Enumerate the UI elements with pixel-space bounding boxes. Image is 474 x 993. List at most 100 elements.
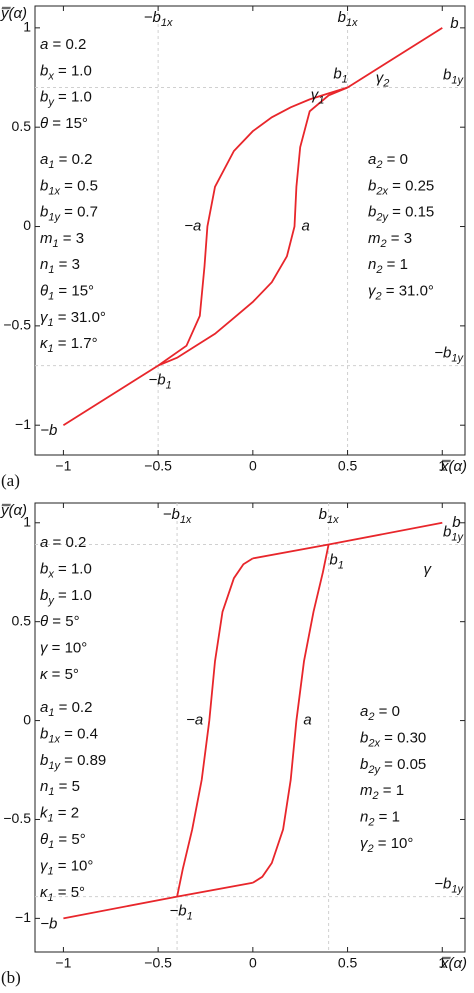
label-base: γ xyxy=(360,835,369,852)
parameter: n2 = 1 xyxy=(360,809,400,829)
point-label: b1 xyxy=(333,65,347,85)
hysteresis-curve xyxy=(347,27,443,89)
parameter: κ1 = 5° xyxy=(40,884,85,904)
label-base: a xyxy=(302,217,310,234)
parameter: θ1 = 15° xyxy=(40,282,94,302)
label-base: −b xyxy=(163,506,180,523)
label-base: a xyxy=(40,36,48,53)
parameter: n2 = 1 xyxy=(368,256,408,276)
label-rest: = 0.7 xyxy=(60,204,98,221)
label-subscript: 1x xyxy=(48,185,60,197)
parameter: κ1 = 1.7° xyxy=(40,335,98,355)
parameter: a = 0.2 xyxy=(40,534,86,551)
label-subscript: 1y xyxy=(48,212,61,224)
label-base: κ xyxy=(40,666,49,683)
label-base: n xyxy=(40,256,48,273)
label-base: b xyxy=(360,756,368,773)
label-base: θ xyxy=(40,613,48,630)
parameter: γ = 10° xyxy=(40,640,87,657)
y-axis-label: y̿(α) xyxy=(0,5,27,22)
label-base: −a xyxy=(186,712,203,729)
label-base: −b xyxy=(144,9,161,26)
label-base: b xyxy=(360,729,368,746)
label-subscript: 2 xyxy=(382,77,389,89)
y-tick-label: 1 xyxy=(23,513,31,529)
parameter: b1y = 0.89 xyxy=(40,752,106,772)
label-rest: = 5 xyxy=(54,778,79,795)
hysteresis-curve xyxy=(176,557,254,897)
label-subscript: 2 xyxy=(380,238,387,250)
label-subscript: x xyxy=(47,70,54,82)
label-subscript: 1x xyxy=(180,514,192,526)
point-label: γ xyxy=(424,561,433,578)
y-tick-label: −0.5 xyxy=(3,810,31,826)
label-subscript: 1y xyxy=(48,760,61,772)
parameter: θ = 5° xyxy=(40,613,80,630)
x-tick-label: 0.5 xyxy=(338,955,358,971)
x-tick-label: 1 xyxy=(438,458,446,474)
label-base: a xyxy=(303,712,311,729)
label-rest: = 0.2 xyxy=(54,151,92,168)
point-label: −a xyxy=(186,712,203,729)
point-label: −b xyxy=(40,915,57,932)
label-rest: = 3 xyxy=(387,230,412,247)
label-base: m xyxy=(40,230,53,247)
x-tick-label: 1 xyxy=(438,955,446,971)
label-rest: = 1.0 xyxy=(54,587,92,604)
label-rest: = 5° xyxy=(54,831,85,848)
y-tick-label: 0 xyxy=(23,217,31,233)
label-subscript: 1 xyxy=(48,839,54,851)
guide-label: b1y xyxy=(443,524,464,544)
y-tick-label: 0.5 xyxy=(12,118,32,134)
label-rest: = 0.30 xyxy=(380,729,426,746)
point-label: b xyxy=(452,514,460,531)
label-rest: = 0.2 xyxy=(48,36,86,53)
label-base: a xyxy=(40,699,48,716)
label-base: m xyxy=(360,782,373,799)
label-subscript: 1 xyxy=(48,813,54,825)
label-subscript: 1 xyxy=(338,559,344,571)
label-rest: = 0.2 xyxy=(48,534,86,551)
label-rest: = 3 xyxy=(59,230,84,247)
label-base: b xyxy=(450,15,458,32)
label-subscript: 1y xyxy=(451,353,464,365)
x-tick-label: −1 xyxy=(55,955,71,971)
parameter: k1 = 2 xyxy=(40,805,79,825)
point-label: −b1 xyxy=(169,903,192,923)
label-subscript: 1 xyxy=(342,73,348,85)
label-base: γ xyxy=(424,561,433,578)
label-rest: = 10° xyxy=(48,640,88,657)
label-subscript: 1 xyxy=(48,892,54,904)
parameter: by = 1.0 xyxy=(40,587,92,607)
hysteresis-curve xyxy=(252,544,330,884)
label-subscript: 1 xyxy=(48,786,54,798)
parameter: b2x = 0.30 xyxy=(360,729,426,749)
parameter: b1y = 0.7 xyxy=(40,204,98,224)
label-subscript: 1x xyxy=(48,733,60,745)
parameter: m1 = 3 xyxy=(40,230,84,250)
label-rest: = 5° xyxy=(48,666,79,683)
point-label: −b xyxy=(40,422,57,439)
label-base: b xyxy=(319,506,327,523)
label-rest: = 3 xyxy=(54,256,79,273)
x-tick-label: 0 xyxy=(249,955,257,971)
panel-label: (a) xyxy=(1,471,20,490)
label-subscript: 2 xyxy=(367,711,374,723)
parameter: n1 = 3 xyxy=(40,256,80,276)
label-base: b xyxy=(329,552,337,569)
label-base: b xyxy=(443,524,451,541)
label-base: −b xyxy=(40,422,57,439)
parameter: bx = 1.0 xyxy=(40,62,92,82)
parameter: a = 0.2 xyxy=(40,36,86,53)
point-label: −b1 xyxy=(149,372,172,392)
label-base: γ xyxy=(40,640,49,657)
label-subscript: 2 xyxy=(367,843,374,855)
label-base: b xyxy=(40,560,48,577)
point-label: b1 xyxy=(329,552,343,572)
label-base: −b xyxy=(149,372,166,389)
parameter: b2y = 0.05 xyxy=(360,756,426,776)
label-base: b xyxy=(40,89,48,106)
label-base: κ xyxy=(40,884,49,901)
label-subscript: 1y xyxy=(451,531,464,543)
